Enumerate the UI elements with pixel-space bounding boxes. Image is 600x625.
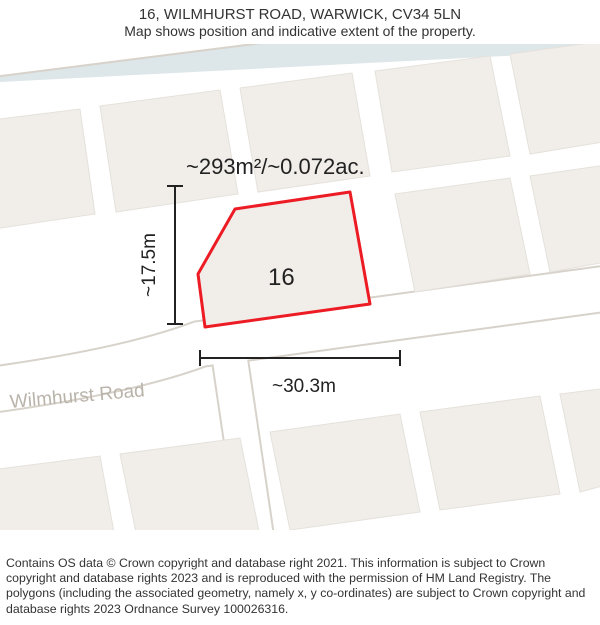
page-title: 16, WILMHURST ROAD, WARWICK, CV34 5LN bbox=[10, 6, 590, 23]
house-number-label: 16 bbox=[268, 264, 295, 292]
vertical-dimension-label: ~17.5m bbox=[139, 233, 161, 297]
map-svg bbox=[0, 44, 600, 530]
header: 16, WILMHURST ROAD, WARWICK, CV34 5LN Ma… bbox=[0, 0, 600, 41]
copyright-footer: Contains OS data © Crown copyright and d… bbox=[0, 552, 600, 625]
horizontal-dimension-label: ~30.3m bbox=[272, 376, 336, 398]
area-label: ~293m²/~0.072ac. bbox=[186, 154, 365, 180]
page-subtitle: Map shows position and indicative extent… bbox=[10, 23, 590, 39]
map-canvas: Wilmhurst Road ~293m²/~0.072ac. 16 ~17.5… bbox=[0, 44, 600, 530]
